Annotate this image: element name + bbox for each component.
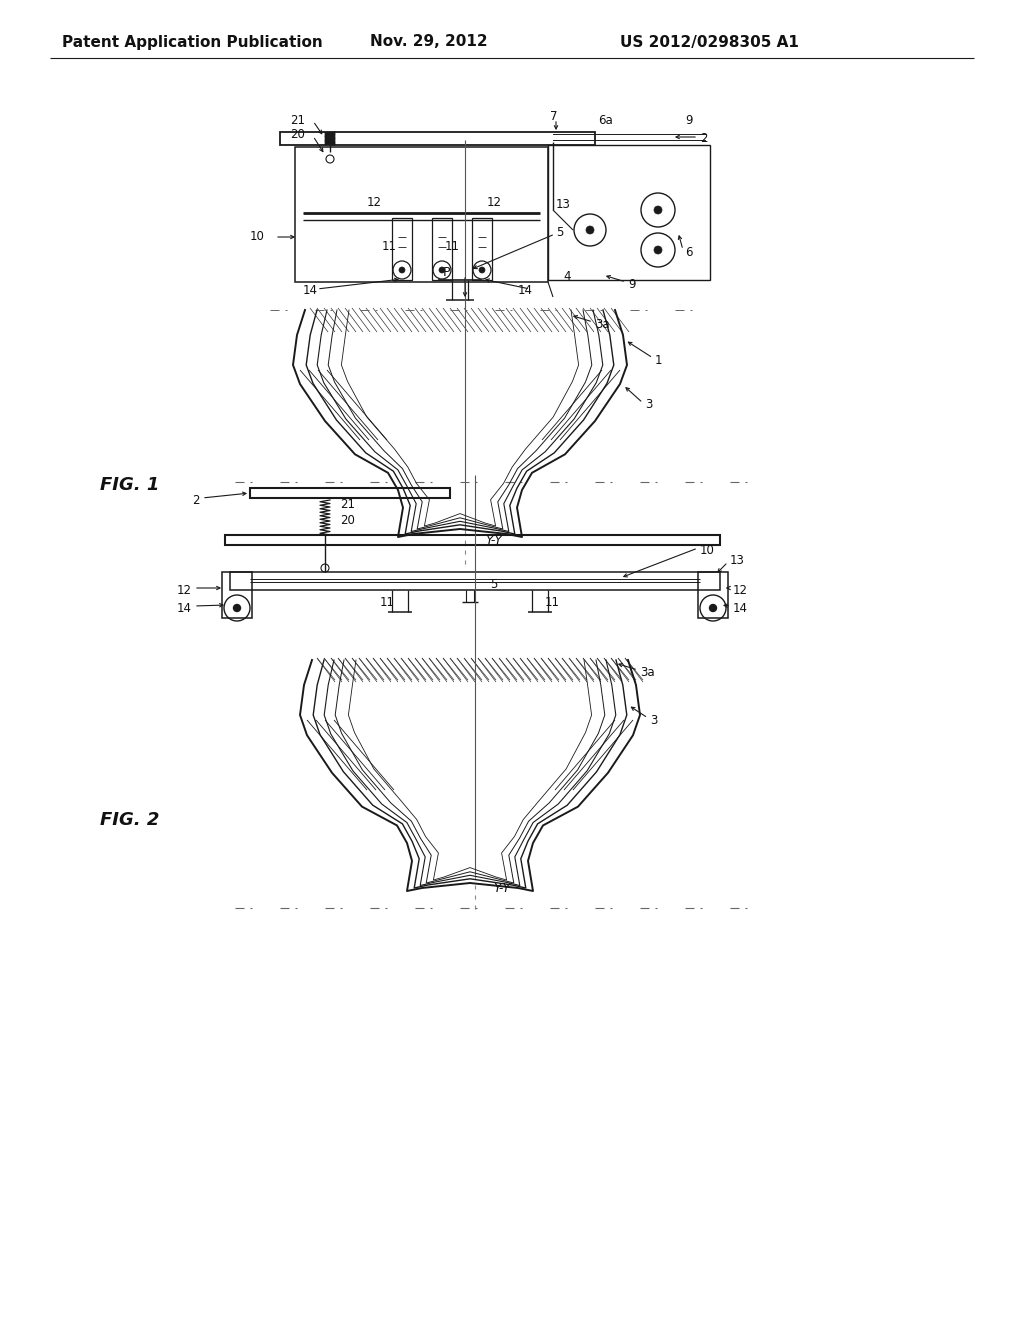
Text: 11: 11 xyxy=(445,240,460,253)
Text: Y-Y: Y-Y xyxy=(485,533,502,546)
Circle shape xyxy=(710,605,717,611)
Text: 5: 5 xyxy=(556,226,563,239)
Text: 10: 10 xyxy=(250,231,265,243)
Circle shape xyxy=(399,267,406,273)
Text: 21: 21 xyxy=(290,114,305,127)
Text: 1: 1 xyxy=(655,354,663,367)
Text: 5: 5 xyxy=(490,578,498,591)
Text: P: P xyxy=(442,265,450,279)
Bar xyxy=(280,132,595,145)
Text: 9: 9 xyxy=(685,115,692,128)
Bar xyxy=(698,572,728,618)
Bar xyxy=(230,572,720,590)
Text: 12: 12 xyxy=(177,583,193,597)
Circle shape xyxy=(233,605,241,611)
Text: FIG. 2: FIG. 2 xyxy=(100,810,160,829)
Text: 14: 14 xyxy=(518,284,534,297)
Bar xyxy=(392,218,412,280)
Circle shape xyxy=(654,246,662,253)
Bar xyxy=(250,488,450,498)
Text: 12: 12 xyxy=(367,197,382,210)
Bar xyxy=(295,147,548,282)
Text: 11: 11 xyxy=(545,595,560,609)
Circle shape xyxy=(654,206,662,214)
Circle shape xyxy=(439,267,445,273)
Text: 9: 9 xyxy=(628,279,636,292)
Text: 13: 13 xyxy=(556,198,570,211)
Text: 7: 7 xyxy=(550,111,557,124)
Text: 3a: 3a xyxy=(640,665,654,678)
Text: 3: 3 xyxy=(650,714,657,726)
Bar xyxy=(222,572,252,618)
Text: 11: 11 xyxy=(380,595,395,609)
Text: Nov. 29, 2012: Nov. 29, 2012 xyxy=(370,34,487,49)
Text: 3: 3 xyxy=(645,399,652,412)
Bar xyxy=(225,535,720,545)
Text: 13: 13 xyxy=(730,553,744,566)
Text: 14: 14 xyxy=(303,284,318,297)
Text: 2: 2 xyxy=(193,494,200,507)
Bar xyxy=(432,218,452,280)
Bar xyxy=(472,218,492,280)
Text: 12: 12 xyxy=(487,197,502,210)
Text: 3a: 3a xyxy=(595,318,609,331)
Text: 20: 20 xyxy=(340,513,355,527)
Text: 11: 11 xyxy=(382,240,397,253)
Text: 2: 2 xyxy=(700,132,708,145)
Text: 14: 14 xyxy=(177,602,193,615)
Text: 21: 21 xyxy=(340,499,355,511)
Text: US 2012/0298305 A1: US 2012/0298305 A1 xyxy=(620,34,799,49)
Text: 6: 6 xyxy=(685,246,692,259)
Text: 4: 4 xyxy=(563,269,570,282)
Circle shape xyxy=(586,226,594,234)
Text: 20: 20 xyxy=(290,128,305,141)
Bar xyxy=(548,145,710,280)
Circle shape xyxy=(479,267,485,273)
Text: FIG. 1: FIG. 1 xyxy=(100,477,160,494)
Text: 12: 12 xyxy=(733,583,748,597)
Text: Y-Y: Y-Y xyxy=(493,882,510,895)
Text: 10: 10 xyxy=(700,544,715,557)
Text: Patent Application Publication: Patent Application Publication xyxy=(62,34,323,49)
Text: 14: 14 xyxy=(733,602,748,615)
Text: 6a: 6a xyxy=(598,115,612,128)
